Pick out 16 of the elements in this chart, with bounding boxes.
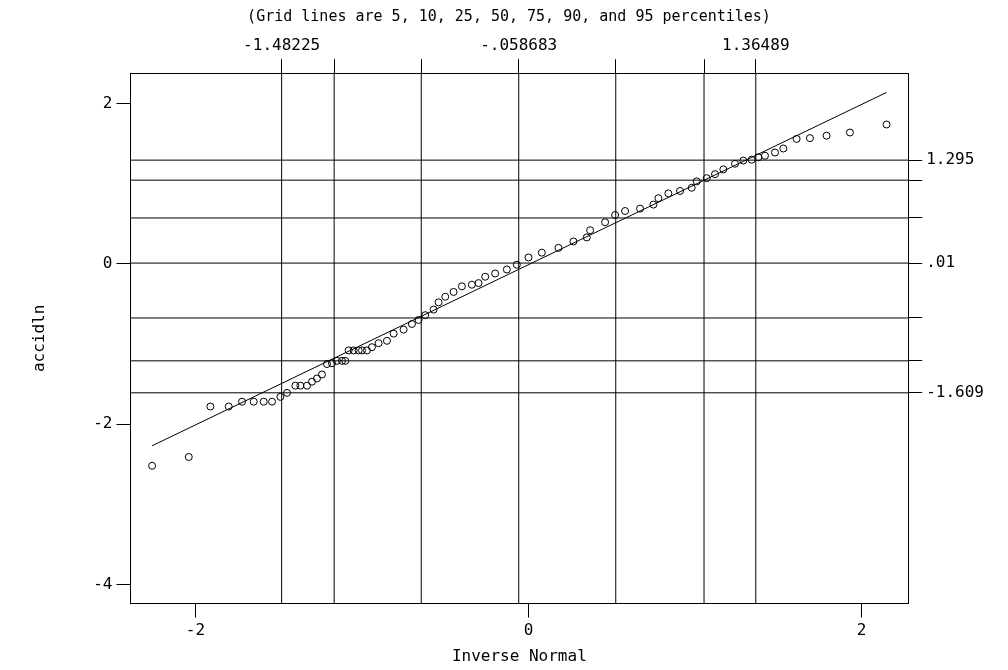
y2-tick-label: -1.609 — [926, 381, 984, 401]
y-tick-label: 2 — [102, 92, 113, 112]
x2-tick-label: -1.48225 — [243, 34, 321, 54]
y-tick-label: -4 — [93, 573, 113, 593]
x2-tick-label: 1.36489 — [722, 34, 790, 54]
x-tick-label: 2 — [856, 620, 867, 640]
x2-tick-label: -.058683 — [480, 34, 558, 54]
chart-title: (Grid lines are 5, 10, 25, 50, 75, 90, and 95 percentiles) — [247, 6, 771, 25]
x-tick-label: 0 — [523, 620, 534, 640]
x-axis-title: Inverse Normal — [451, 645, 587, 665]
x-tick-label: -2 — [185, 620, 206, 640]
y2-tick-label: .01 — [926, 252, 956, 272]
y-tick-label: -2 — [93, 413, 113, 433]
y-axis-title: accidln — [28, 304, 48, 373]
y2-tick-label: 1.295 — [926, 149, 975, 169]
y-tick-label: 0 — [102, 253, 113, 273]
